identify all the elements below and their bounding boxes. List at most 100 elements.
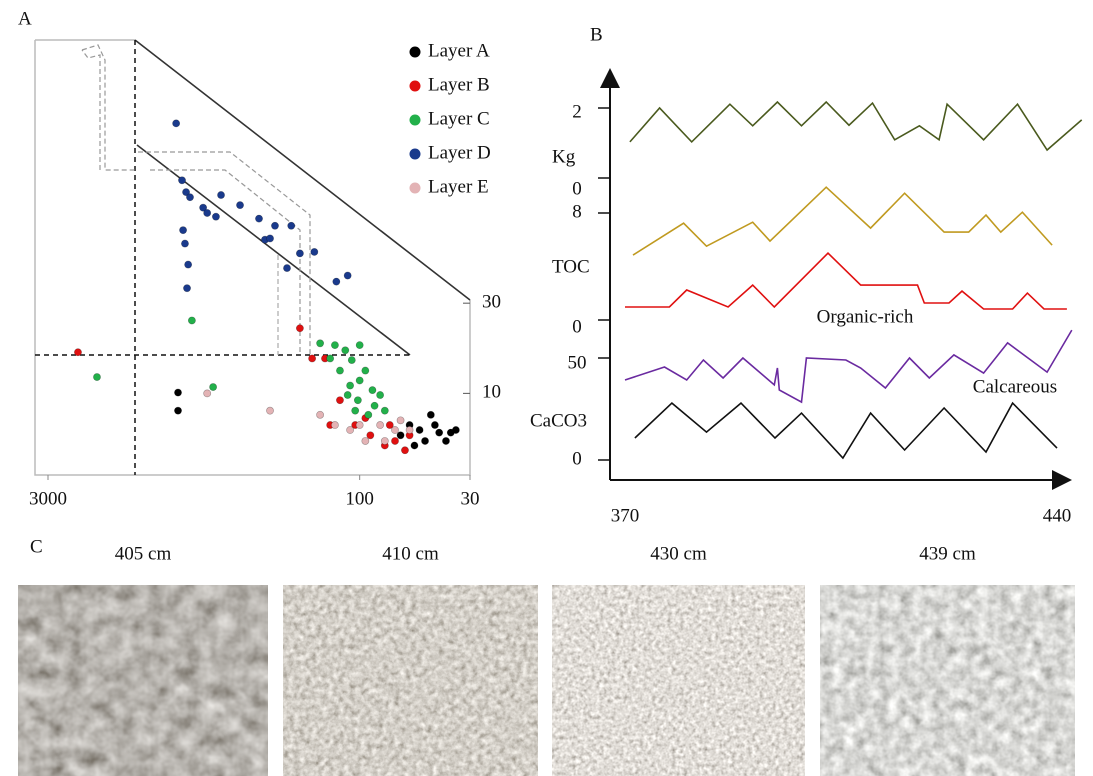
point — [380, 406, 389, 415]
point — [355, 421, 364, 429]
y-tick-label: 50 — [568, 352, 587, 373]
point — [212, 212, 220, 221]
point — [217, 191, 225, 199]
point — [326, 354, 335, 363]
point — [396, 416, 405, 425]
point — [380, 437, 389, 445]
photo-caption: 430 cm — [650, 543, 707, 564]
point — [186, 193, 194, 202]
point — [203, 209, 212, 217]
point — [368, 386, 377, 395]
annotation: Organic-rich — [817, 306, 914, 327]
point — [308, 354, 317, 363]
point — [421, 437, 429, 445]
annotation: Calcareous — [973, 376, 1057, 397]
point — [209, 383, 218, 391]
point — [266, 234, 274, 243]
point — [310, 248, 319, 256]
point — [181, 239, 189, 248]
point — [287, 221, 296, 230]
point — [183, 284, 191, 293]
point — [366, 431, 375, 440]
point — [255, 214, 263, 223]
point — [355, 341, 364, 350]
point — [316, 410, 325, 419]
point — [435, 428, 444, 437]
y-axis-label: CaCO3 — [530, 410, 587, 431]
point — [346, 381, 355, 390]
point — [331, 421, 339, 429]
x-tick-label: 370 — [611, 505, 640, 526]
point — [410, 441, 419, 450]
legend-label: Layer A — [428, 40, 490, 61]
point — [355, 376, 364, 385]
point — [451, 426, 460, 434]
x-tick-label: 3000 — [29, 488, 67, 509]
point — [346, 426, 355, 434]
legend-label: Layer B — [428, 74, 490, 95]
point — [295, 249, 304, 258]
photo — [552, 585, 805, 776]
point — [199, 203, 208, 212]
point — [341, 346, 350, 355]
point — [415, 426, 424, 434]
point — [236, 201, 244, 210]
point — [187, 316, 196, 325]
legend-marker — [409, 182, 421, 194]
point — [343, 271, 352, 280]
point — [347, 356, 356, 364]
legend-label: Layer D — [428, 142, 491, 163]
point — [174, 406, 182, 415]
panel-label: A — [18, 8, 32, 29]
y-tick-label: 30 — [482, 292, 501, 313]
point — [396, 431, 405, 440]
point — [401, 446, 409, 455]
point — [266, 406, 274, 415]
point — [203, 389, 212, 398]
point — [343, 391, 352, 399]
point — [391, 437, 399, 445]
x-tick-label: 100 — [345, 488, 374, 509]
legend-marker — [409, 148, 421, 160]
point — [74, 348, 82, 357]
point — [370, 401, 379, 410]
y-axis-label: Kg — [552, 146, 576, 167]
point — [376, 391, 385, 399]
point — [331, 341, 339, 350]
point — [336, 366, 344, 375]
panel-b-axes — [600, 68, 1072, 490]
panel-label: C — [30, 536, 43, 557]
y-tick-label: 2 — [572, 101, 582, 122]
x-tick-label: 440 — [1043, 505, 1072, 526]
y-tick-label: 0 — [572, 448, 582, 469]
point — [376, 421, 385, 429]
point — [172, 119, 181, 128]
point — [336, 396, 344, 405]
point — [353, 396, 362, 405]
panel-a-frame — [34, 39, 471, 476]
legend-marker — [409, 46, 421, 58]
point — [179, 226, 187, 235]
legend-marker — [409, 114, 421, 126]
point — [405, 426, 414, 434]
y-tick-label: 10 — [482, 382, 501, 403]
point — [351, 406, 360, 415]
photo — [820, 585, 1075, 776]
photo-caption: 410 cm — [382, 543, 439, 564]
y-tick-label: 8 — [572, 201, 582, 222]
point — [184, 260, 193, 269]
legend-label: Layer E — [428, 176, 489, 197]
point — [385, 421, 394, 429]
point — [426, 410, 435, 419]
legend-marker — [409, 80, 421, 92]
point — [174, 388, 182, 397]
point — [178, 176, 186, 185]
point — [361, 366, 370, 375]
point — [391, 426, 399, 434]
y-tick-label: 0 — [572, 316, 582, 337]
point — [332, 277, 341, 286]
point — [295, 324, 304, 333]
panel-label: B — [590, 24, 603, 45]
